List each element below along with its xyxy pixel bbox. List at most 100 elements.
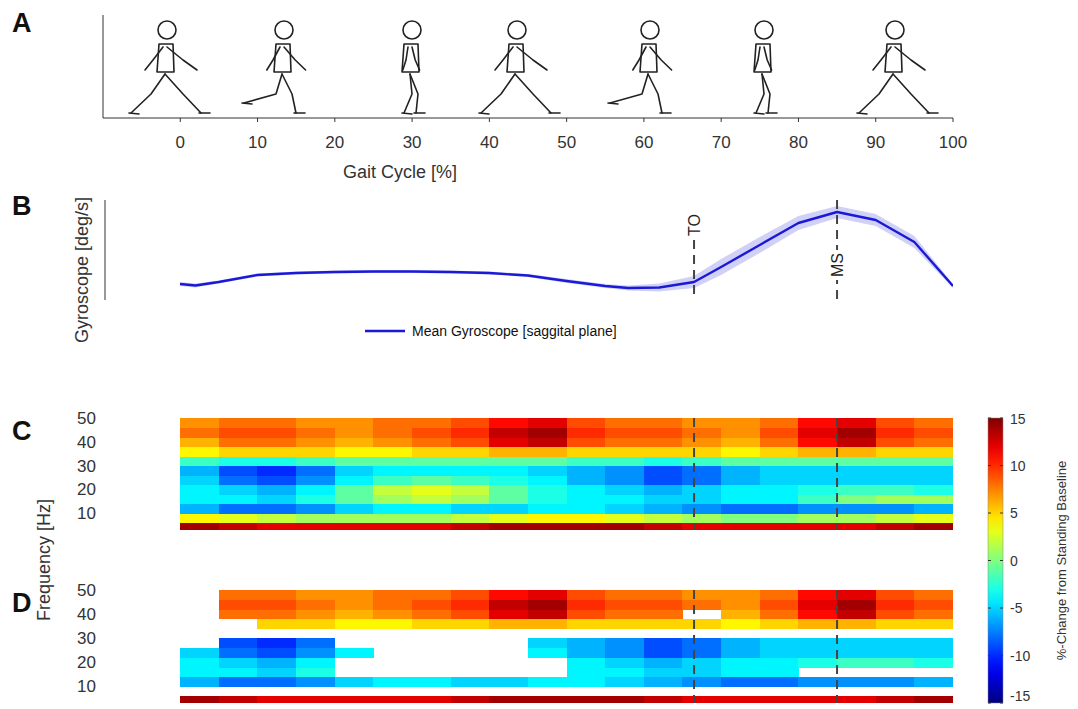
walker-arm [145,47,163,70]
heatmap-cell [257,600,296,610]
heatmap-cell [451,677,490,687]
heatmap-cell [876,523,915,530]
heatmap-cell [605,696,644,703]
heatmap-cell [180,456,219,466]
axis-line [105,200,106,300]
heatmap-cell [489,475,528,485]
heatmap-cell [798,485,837,495]
heatmap-cell [219,475,258,485]
heatmap-cell [567,609,606,619]
heatmap-cell [219,447,258,457]
event-label: TO [686,214,703,236]
heatmap-cell [837,428,876,438]
heatmap-cell [721,638,760,648]
heatmap-cell [257,590,296,600]
heatmap-cell [798,513,837,523]
heatmap-cell [567,590,606,600]
heatmap-cell [876,648,915,658]
axis-title: Gyroscope [deg/s] [72,197,92,343]
walker-body [157,44,174,72]
heatmap-cell [489,600,528,610]
tick-label: 30 [403,133,422,152]
heatmap-cell [373,494,412,504]
heatmap-cell [257,657,296,667]
walker [129,21,210,114]
heatmap-cell [644,600,683,610]
heatmap-cell [335,447,374,457]
heatmap-cell [451,485,490,495]
heatmap-cell [335,609,374,619]
heatmap-cell [798,600,837,610]
heatmap-cell [180,696,219,703]
heatmap-cell [914,619,953,629]
heatmap-cell [644,609,683,619]
heatmap-cell [373,677,412,687]
heatmap-cell [373,475,412,485]
axis-title: Frequency [Hz] [34,499,54,621]
event-label: MS [829,253,846,277]
heatmap-cell [644,437,683,447]
heatmap-cell [296,504,335,514]
heatmap-cell [219,428,258,438]
heatmap-cell [373,609,412,619]
heatmap-cell [257,513,296,523]
walker-arm [517,47,547,70]
tick-label: 20 [325,133,344,152]
heatmap-cell [798,648,837,658]
walker-foot [857,113,867,114]
heatmap-cell [257,418,296,428]
heatmap-cell [335,590,374,600]
heatmap-cell [605,667,644,677]
heatmap-cell [528,619,567,629]
heatmap-cell [798,494,837,504]
heatmap-cell [798,523,837,530]
heatmap-cell [876,657,915,667]
heatmap-cell [567,447,606,457]
heatmap-cell [682,494,721,504]
walker-foot [549,112,560,114]
heatmap-cell [528,523,567,530]
heatmap-cell [451,447,490,457]
heatmap-cell [335,648,374,658]
heatmap-cell [605,447,644,457]
walker-leg [515,74,551,113]
heatmap-cell [412,513,451,523]
heatmap-cell [257,456,296,466]
heatmap-cell [180,494,219,504]
heatmap-cell [837,657,876,667]
heatmap-cell [296,667,335,677]
heatmap-cell [451,619,490,629]
heatmap-cell [257,447,296,457]
heatmap-cell [644,677,683,687]
heatmap-cell [837,447,876,457]
heatmap-cell [914,638,953,648]
heatmap-cell [914,523,953,530]
heatmap-cell [760,648,799,658]
heatmap-cell [528,600,567,610]
heatmap-cell [219,600,258,610]
heatmap-cell [257,696,296,703]
heatmap-cell [605,466,644,476]
heatmap-cell [180,466,219,476]
heatmap-cell [180,504,219,514]
tick [988,703,991,704]
heatmap-cell [296,638,335,648]
heatmap-cell [914,447,953,457]
event-line [693,418,695,530]
heatmap-cell [721,456,760,466]
heatmap-cell [605,456,644,466]
heatmap-cell [412,494,451,504]
heatmap-cell [876,428,915,438]
heatmap-cell [644,513,683,523]
heatmap-cell [837,485,876,495]
heatmap-cell [567,485,606,495]
heatmap-cell [605,590,644,600]
heatmap-cell [837,638,876,648]
walker-leg [404,74,412,113]
heatmap-cell [219,437,258,447]
walker-foot [754,113,764,114]
heatmap-cell [373,466,412,476]
tick [988,608,991,609]
heatmap-cell [296,619,335,629]
tick [489,118,490,122]
